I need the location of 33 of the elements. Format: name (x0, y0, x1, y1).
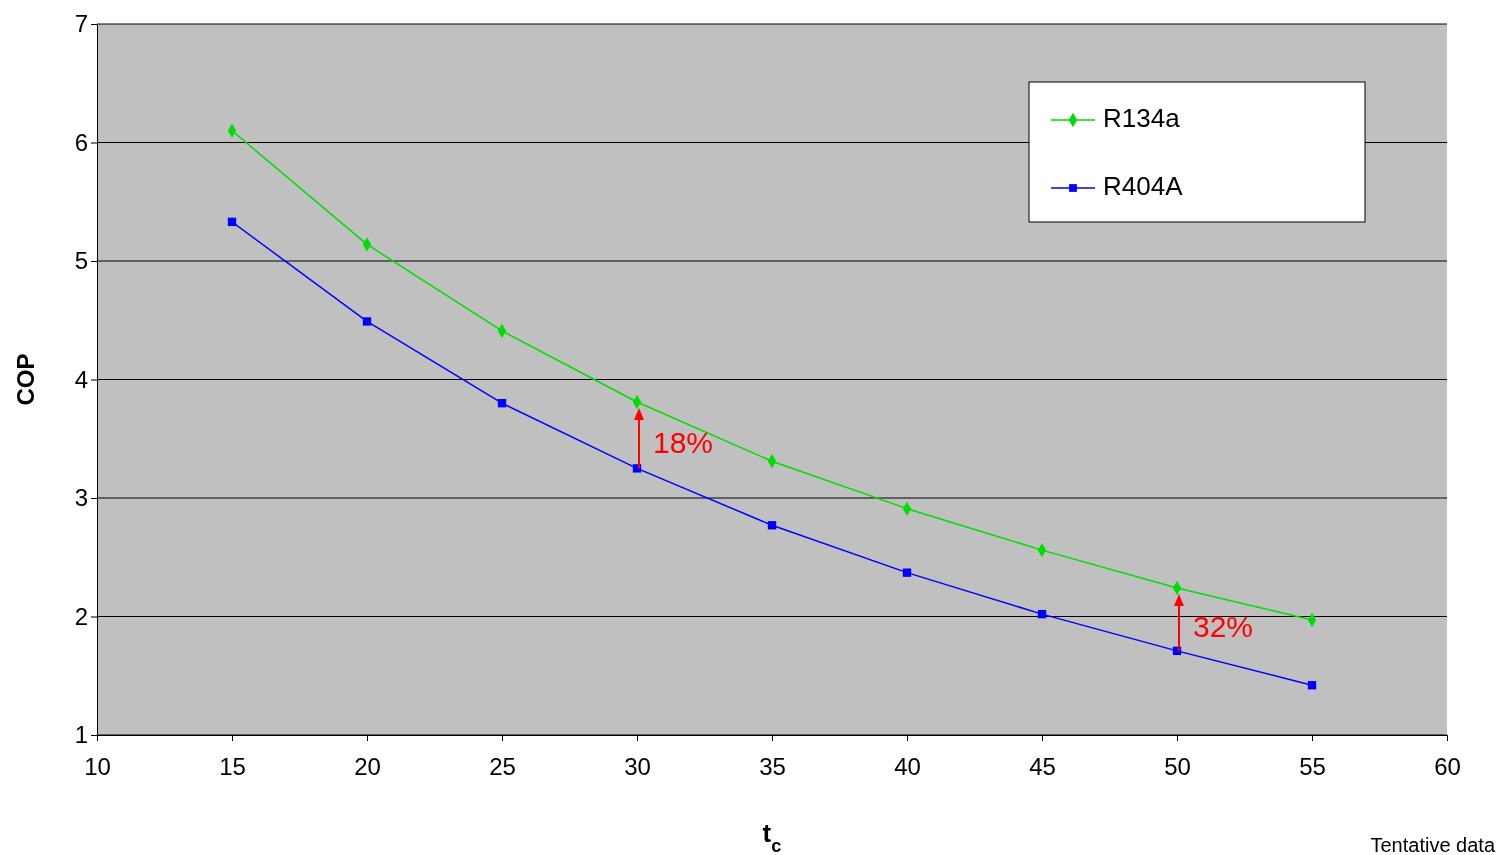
x-tick-label: 45 (1029, 753, 1056, 781)
point (902, 568, 912, 577)
x-tick-label: 40 (894, 753, 921, 781)
y-tick-label: 2 (74, 602, 88, 630)
x-tick-label: 20 (354, 753, 381, 781)
point (1037, 609, 1047, 619)
y-tick-label: 3 (74, 484, 88, 512)
x-axis-title: t$_{c}$ (762, 818, 782, 855)
point (227, 217, 237, 227)
y-tick-label: 7 (74, 10, 88, 38)
x-tick-label: 15 (219, 753, 246, 781)
x-tick-label: 55 (1299, 753, 1326, 781)
text: Tentative data (1370, 834, 1496, 855)
annotation: 32% (1193, 610, 1254, 644)
point (497, 399, 507, 408)
x-tick-label: 30 (624, 753, 651, 781)
x-tick-label: 10 (84, 753, 111, 781)
point (1307, 681, 1317, 690)
point (632, 464, 642, 473)
point (362, 317, 372, 326)
point (767, 521, 777, 530)
x-tick-label: 60 (1434, 753, 1461, 781)
annotation: 18% (653, 426, 714, 460)
x-tick-label: 25 (489, 753, 516, 781)
legend-label: R134a (1103, 102, 1181, 133)
x-tick-label: 50 (1164, 753, 1191, 781)
y-axis-title: COP (12, 353, 39, 406)
y-tick-label: 1 (74, 721, 88, 749)
legend-label: R404A (1103, 170, 1184, 201)
x-tick-label: 35 (759, 753, 786, 781)
y-tick-label: 4 (74, 365, 88, 393)
y-tick-label: 5 (74, 247, 88, 275)
y-tick-label: 6 (74, 128, 88, 156)
